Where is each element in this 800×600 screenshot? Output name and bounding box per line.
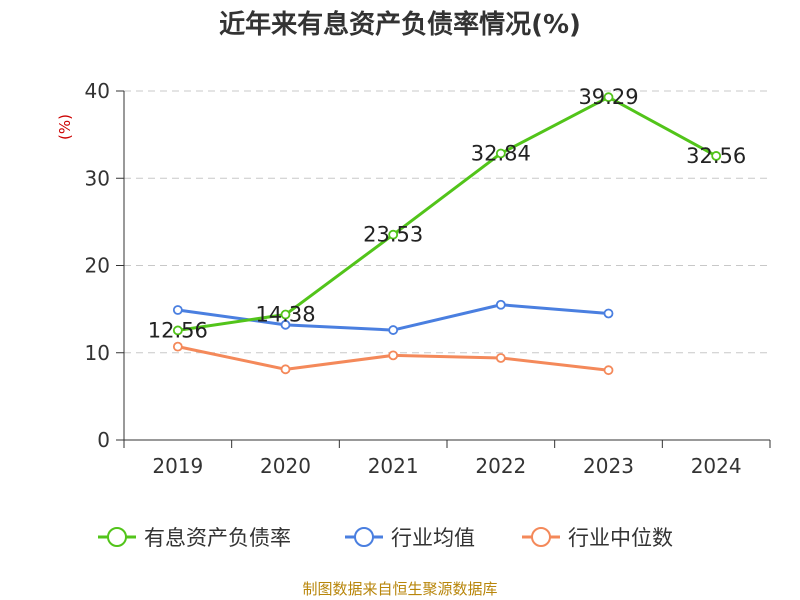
legend: 有息资产负债率 行业均值 行业中位数 — [98, 526, 673, 550]
series-line-0 — [177, 95, 717, 332]
legend-label-1: 行业均值 — [391, 526, 475, 550]
data-point — [388, 350, 399, 361]
x-tick-label: 2020 — [260, 454, 311, 478]
data-point — [388, 325, 399, 335]
source-note: 制图数据来自恒生聚源数据库 — [302, 580, 498, 598]
y-tick-label: 30 — [85, 166, 110, 190]
y-tick-label: 40 — [85, 79, 110, 103]
legend-marker-2 — [531, 527, 551, 547]
data-point — [495, 299, 506, 310]
data-labels: 12.56 14.38 23.53 32.84 39.29 32.56 — [148, 85, 746, 342]
x-tick-label: 2021 — [368, 454, 419, 478]
data-point — [172, 341, 183, 352]
y-axis-unit-label: (%) — [56, 114, 74, 140]
x-tick-label: 2024 — [691, 454, 742, 478]
data-point — [495, 148, 506, 159]
y-tick-label: 20 — [85, 254, 110, 278]
data-point — [388, 229, 399, 240]
y-tick-label: 10 — [85, 341, 110, 365]
legend-label-2: 行业中位数 — [568, 526, 673, 550]
data-point — [172, 325, 183, 336]
data-point — [495, 353, 506, 363]
legend-marker-1 — [354, 527, 374, 547]
x-tick-label: 2023 — [583, 454, 634, 478]
data-point — [172, 305, 183, 315]
axes: 0 10 20 30 40 2019 2020 2021 2022 2023 2024 (%) — [56, 79, 771, 478]
data-point — [280, 309, 291, 320]
x-tick-label: 2019 — [152, 454, 203, 478]
data-point — [603, 308, 614, 319]
data-point — [603, 365, 614, 376]
series-lines — [172, 92, 722, 376]
data-label: 39.29 — [578, 85, 638, 109]
data-label: 14.38 — [255, 303, 315, 327]
legend-marker-0 — [107, 527, 127, 547]
data-label: 32.56 — [686, 144, 746, 168]
data-point — [280, 319, 291, 330]
data-point — [711, 151, 722, 161]
y-tick-label: 0 — [97, 428, 110, 452]
x-tick-label: 2022 — [475, 454, 526, 478]
grid-lines — [124, 90, 770, 354]
data-label: 23.53 — [363, 223, 423, 247]
data-label: 12.56 — [148, 318, 208, 342]
data-point — [603, 92, 614, 103]
legend-label-0: 有息资产负债率 — [144, 526, 291, 550]
chart-title: 近年来有息资产负债率情况(%) — [219, 10, 581, 40]
data-point — [280, 364, 291, 375]
data-label: 32.84 — [471, 141, 531, 165]
